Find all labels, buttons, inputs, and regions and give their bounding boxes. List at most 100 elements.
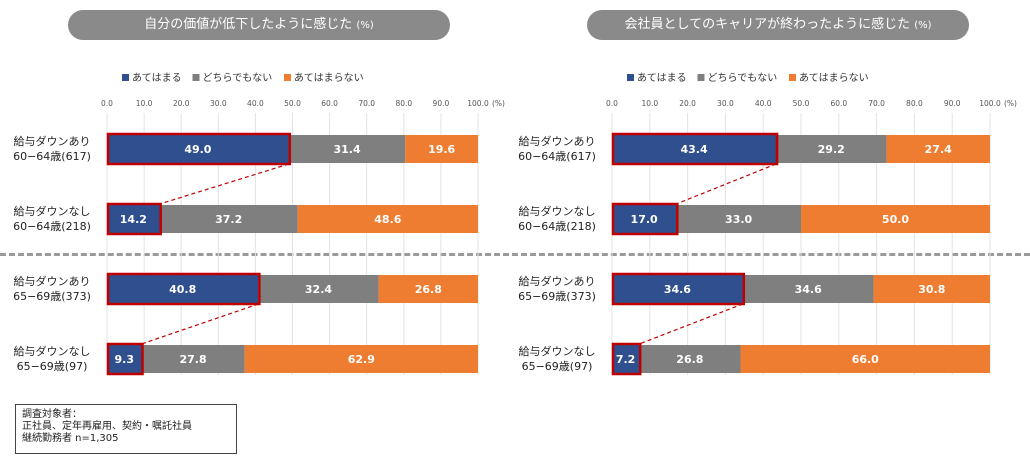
right-legend-label-1: あてはまる [637,72,687,84]
left-highlight-box-row2 [106,202,162,236]
right-bar-row3-seg1 [612,275,743,303]
right-legend-swatch-1 [627,74,634,81]
left-chart-title-text: 自分の価値が低下したように感じた [144,17,353,32]
right-tick-label-6: 60.0 [830,99,847,108]
left-tick-label-2: 20.0 [173,99,190,108]
right-connector-2 [638,303,744,345]
left-bar-row4-seg2 [141,345,245,373]
left-legend-swatch-3 [284,74,291,81]
left-tick-label-7: 70.0 [358,99,375,108]
right-category-label-row4-line1: 給与ダウンなし [519,344,596,358]
right-bar-label-row2-seg1: 17.0 [631,213,658,226]
right-bar-label-row3-seg3: 30.8 [918,283,945,296]
left-bar-row1-seg1 [107,135,289,163]
left-category-label-row2-line1: 給与ダウンなし [14,204,91,218]
right-tick-label-5: 50.0 [793,99,810,108]
left-tick-label-1: 10.0 [136,99,153,108]
left-bar-label-row4-seg1: 9.3 [115,353,135,366]
right-legend-swatch-3 [789,74,796,81]
right-highlight-box-row4 [611,342,642,376]
left-bar-label-row1-seg1: 49.0 [184,143,211,156]
left-legend-label-2: どちらでもない [203,72,273,84]
left-bar-row2-seg1 [107,205,160,233]
left-tick-label-9: 90.0 [433,99,450,108]
left-tick-label-4: 40.0 [247,99,264,108]
right-tick-label-9: 90.0 [944,99,961,108]
right-chart-title: 会社員としてのキャリアが終わったように感じた (%) [587,10,969,40]
left-bar-label-row3-seg1: 40.8 [169,283,196,296]
right-bar-label-row1-seg1: 43.4 [680,143,707,156]
right-bar-row4-seg2 [639,345,741,373]
left-legend-swatch-2 [192,74,200,81]
left-bar-label-row2-seg3: 48.6 [374,213,401,226]
right-category-label-row1-line2: 60−64歳(617) [518,150,596,163]
right-axis-unit: (%) [1004,99,1017,108]
left-tick-label-8: 80.0 [395,99,412,108]
left-bar-row3-seg2 [258,275,379,303]
left-connector-1 [159,163,289,205]
right-tick-label-4: 40.0 [755,99,772,108]
right-category-label-row3-line1: 給与ダウンあり [519,274,596,288]
left-category-label-row4-line2: 65−69歳(97) [17,360,88,373]
left-bar-row4-seg1 [107,345,142,373]
right-bar-row4-seg1 [612,345,640,373]
right-highlight-box-row3 [611,272,746,306]
right-highlight-box-row2 [611,202,679,236]
left-bar-label-row4-seg3: 62.9 [348,353,375,366]
left-bar-label-row2-seg1: 14.2 [120,213,147,226]
right-tick-label-3: 30.0 [717,99,734,108]
right-legend-label-2: どちらでもない [708,72,778,84]
left-connector-2 [141,303,259,345]
left-tick-label-10: 100.0 [467,99,489,108]
left-legend-label-3: あてはまらない [294,72,364,84]
left-bar-row3-seg3 [378,275,478,303]
survey-note-line-2: 正社員、定年再雇用、契約・嘱託社員 [22,421,192,432]
right-bar-label-row4-seg2: 26.8 [676,353,703,366]
right-legend-label-3: あてはまらない [799,72,869,84]
left-highlight-box-row1 [106,132,292,166]
left-tick-label-5: 50.0 [284,99,301,108]
right-tick-label-0: 0.0 [606,99,618,108]
left-tick-label-6: 60.0 [321,99,338,108]
right-tick-label-7: 70.0 [868,99,885,108]
left-category-label-row2-line2: 60−64歳(218) [13,220,91,233]
left-bar-label-row3-seg2: 32.4 [305,283,332,296]
right-bar-label-row1-seg2: 29.2 [818,143,845,156]
left-category-label-row3-line1: 給与ダウンあり [14,274,91,288]
left-bar-row2-seg2 [159,205,298,233]
left-bar-label-row3-seg3: 26.8 [415,283,442,296]
left-bar-row2-seg3 [297,205,478,233]
right-tick-label-8: 80.0 [906,99,923,108]
right-chart-title-unit: (%) [914,20,932,31]
left-bar-label-row4-seg2: 27.8 [180,353,207,366]
left-category-label-row1-line1: 給与ダウンあり [14,134,91,148]
left-highlight-box-row3 [106,272,261,306]
right-chart-title-text: 会社員としてのキャリアが終わったように感じた [624,17,911,32]
left-chart-title-unit: (%) [356,20,374,31]
right-bar-label-row3-seg1: 34.6 [664,283,691,296]
right-category-label-row2-line2: 60−64歳(218) [518,220,596,233]
right-bar-row3-seg2 [742,275,874,303]
left-category-label-row4-line1: 給与ダウンなし [14,344,91,358]
right-bar-label-row3-seg2: 34.6 [795,283,822,296]
right-bar-row2-seg1 [612,205,677,233]
right-bar-row1-seg1 [612,135,777,163]
right-bar-label-row1-seg3: 27.4 [925,143,952,156]
left-bar-row1-seg2 [288,135,406,163]
right-bar-row2-seg3 [801,205,990,233]
left-category-label-row3-line2: 65−69歳(373) [13,290,91,303]
left-legend-swatch-1 [122,74,129,81]
right-category-label-row2-line1: 給与ダウンなし [519,204,596,218]
left-bar-label-row1-seg3: 19.6 [428,143,455,156]
right-connector-1 [676,163,777,205]
survey-note-line-3: 継続勤務者 n=1,305 [22,433,119,444]
right-bar-row1-seg3 [886,135,990,163]
right-category-label-row4-line2: 65−69歳(97) [522,360,593,373]
left-bar-row1-seg3 [405,135,478,163]
survey-note: 調査対象者： 正社員、定年再雇用、契約・嘱託社員 継続勤務者 n=1,305 [15,404,237,454]
survey-note-line-1: 調査対象者： [22,409,82,420]
left-legend-label-1: あてはまる [132,72,182,84]
right-category-label-row3-line2: 65−69歳(373) [518,290,596,303]
right-bar-label-row4-seg3: 66.0 [852,353,879,366]
